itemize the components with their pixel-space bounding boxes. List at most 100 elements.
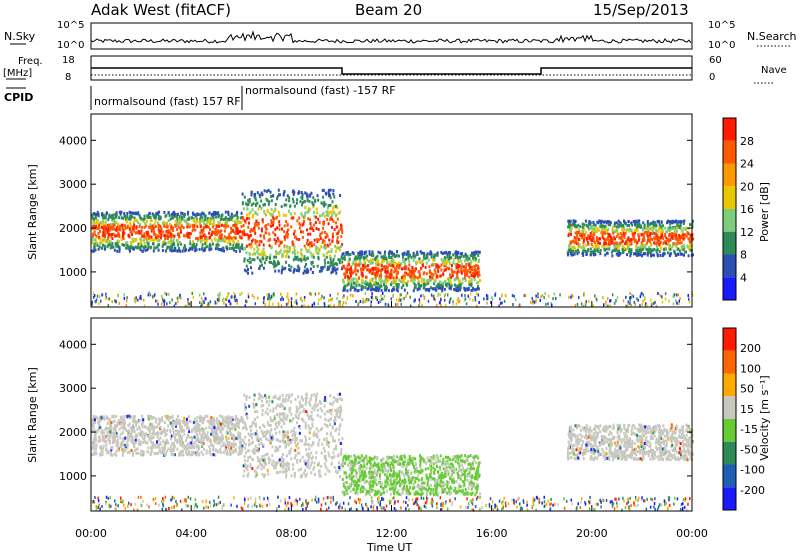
data-cell: [570, 223, 573, 227]
data-cell: [238, 446, 241, 450]
data-cell: [619, 223, 622, 227]
data-cell: [449, 262, 452, 266]
data-cell: [101, 450, 104, 454]
data-cell: [128, 245, 130, 249]
data-cell: [377, 288, 379, 291]
data-cell: [293, 249, 296, 253]
data-cell: [147, 214, 150, 218]
data-cell: [407, 256, 410, 260]
data-cell: [193, 213, 196, 217]
data-cell: [179, 226, 182, 230]
data-cell: [94, 225, 97, 229]
data-cell: [314, 292, 317, 296]
data-cell: [281, 296, 283, 300]
data-cell: [180, 224, 183, 228]
data-cell: [436, 267, 439, 271]
cpid-entry-2: normalsound (fast) -157 RF: [245, 84, 396, 97]
data-cell: [247, 271, 249, 275]
data-cell: [315, 250, 318, 254]
data-cell: [265, 227, 268, 231]
data-cell: [108, 242, 111, 246]
data-cell: [449, 281, 452, 285]
data-cell: [224, 415, 227, 419]
data-cell: [619, 221, 622, 225]
data-cell: [236, 425, 239, 429]
data-cell: [471, 288, 474, 292]
data-cell: [262, 247, 265, 251]
data-cell: [309, 292, 311, 296]
data-cell: [318, 269, 321, 273]
data-cell: [154, 216, 157, 220]
data-cell: [448, 251, 450, 254]
data-cell: [364, 300, 366, 304]
data-cell: [131, 427, 134, 431]
data-cell: [435, 288, 438, 292]
data-cell: [296, 268, 299, 272]
data-cell: [170, 453, 173, 457]
data-cell: [171, 415, 173, 419]
data-cell: [288, 199, 291, 203]
data-cell: [376, 296, 379, 300]
data-cell: [653, 226, 656, 230]
data-cell: [315, 215, 318, 219]
data-cell: [212, 444, 215, 448]
data-cell: [159, 426, 162, 430]
data-cell: [164, 291, 166, 295]
data-cell: [275, 264, 278, 268]
data-cell: [409, 278, 412, 282]
data-cell: [673, 227, 676, 230]
data-cell: [395, 279, 398, 283]
data-cell: [116, 233, 119, 237]
data-cell: [420, 294, 422, 298]
data-cell: [192, 218, 195, 222]
data-cell: [179, 294, 181, 298]
data-cell: [423, 282, 426, 286]
data-cell: [309, 222, 312, 225]
data-cell: [307, 207, 310, 211]
data-cell: [267, 202, 270, 206]
data-cell: [307, 217, 310, 221]
data-cell: [104, 247, 107, 251]
data-cell: [263, 211, 266, 215]
data-cell: [219, 236, 222, 240]
data-cell: [176, 228, 179, 231]
data-cell: [413, 282, 416, 286]
data-cell: [204, 236, 206, 240]
data-cell: [602, 296, 604, 300]
data-cell: [660, 230, 663, 234]
data-cell: [404, 271, 406, 275]
data-cell: [221, 299, 224, 302]
data-cell: [215, 244, 218, 247]
data-cell: [107, 225, 110, 229]
data-cell: [364, 282, 367, 285]
data-cell: [236, 227, 239, 231]
data-cell: [333, 195, 336, 199]
data-cell: [594, 241, 597, 245]
data-cell: [303, 219, 305, 223]
data-cell: [604, 227, 607, 231]
data-cell: [101, 438, 104, 442]
data-cell: [165, 440, 168, 444]
data-cell: [592, 236, 595, 240]
data-cell: [627, 236, 630, 240]
data-cell: [323, 215, 326, 218]
data-cell: [301, 214, 304, 218]
data-cell: [114, 234, 117, 238]
data-cell: [201, 238, 204, 242]
data-cell: [197, 237, 199, 241]
data-cell: [230, 295, 233, 299]
data-cell: [676, 222, 679, 226]
data-cell: [441, 281, 444, 285]
data-cell: [203, 222, 206, 226]
data-cell: [114, 439, 117, 443]
data-cell: [161, 431, 163, 435]
data-cell: [444, 280, 447, 283]
data-cell: [311, 303, 314, 307]
data-cell: [115, 300, 117, 304]
data-cell: [272, 231, 275, 235]
data-cell: [335, 225, 338, 229]
data-cell: [582, 253, 585, 257]
data-cell: [590, 233, 593, 237]
data-cell: [157, 451, 160, 455]
data-cell: [265, 257, 268, 261]
